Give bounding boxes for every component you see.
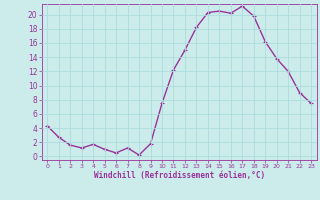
X-axis label: Windchill (Refroidissement éolien,°C): Windchill (Refroidissement éolien,°C): [94, 171, 265, 180]
